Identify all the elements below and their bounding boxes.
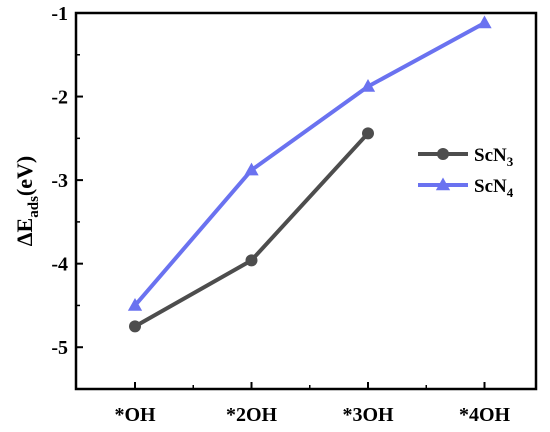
x-tick-label: *3OH xyxy=(342,404,394,426)
legend-label-main: ScN xyxy=(474,145,507,166)
y-tick-label: -1 xyxy=(51,3,68,25)
y-tick-label: -5 xyxy=(51,337,68,359)
data-point xyxy=(362,127,374,140)
data-point xyxy=(129,320,141,333)
legend-label-main: ScN xyxy=(474,176,507,197)
y-tick-label: -2 xyxy=(51,87,68,109)
legend-item: ScN3 xyxy=(418,145,514,169)
legend-label-sub: 3 xyxy=(507,154,514,169)
x-tick-label: *2OH xyxy=(226,404,278,426)
series-scn3 xyxy=(129,127,374,333)
legend-item: ScN4 xyxy=(418,176,514,200)
y-tick-label: -4 xyxy=(51,254,68,276)
legend-swatch-marker xyxy=(435,177,451,191)
y-axis-title-main: ΔE xyxy=(12,218,37,246)
series-layer xyxy=(127,15,492,333)
data-point xyxy=(477,15,492,29)
y-axis-ticks: -1 -2 -3 -4 -5 xyxy=(51,3,83,390)
y-axis-title: ΔEads(eV) xyxy=(12,156,42,246)
y-axis-title-sub: ads xyxy=(26,196,42,218)
y-tick-label: -3 xyxy=(51,170,68,192)
data-point xyxy=(245,254,258,267)
series-scn4 xyxy=(127,15,492,311)
legend-label: ScN4 xyxy=(474,176,514,200)
x-tick-label: *4OH xyxy=(459,404,511,426)
x-tick-label: *OH xyxy=(114,404,156,426)
x-axis-ticks: *OH *2OH *3OH *4OH xyxy=(114,382,510,426)
data-point xyxy=(360,79,376,92)
plot-frame xyxy=(74,11,538,391)
legend-label-sub: 4 xyxy=(507,185,514,200)
y-axis-title-suffix: (eV) xyxy=(12,156,37,196)
series-line xyxy=(133,21,486,307)
series-line xyxy=(134,131,370,329)
legend-label: ScN3 xyxy=(474,145,514,169)
data-point xyxy=(244,162,259,176)
data-point xyxy=(127,297,143,311)
legend-swatch-marker xyxy=(437,148,449,160)
